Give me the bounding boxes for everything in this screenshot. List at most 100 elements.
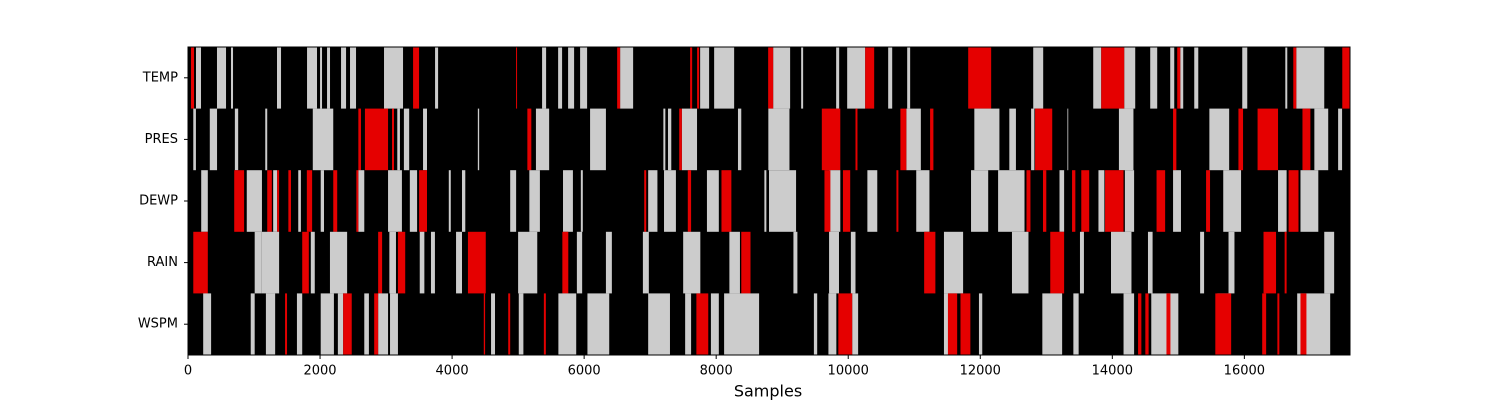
segment bbox=[510, 170, 517, 232]
segment bbox=[1257, 108, 1279, 171]
segment bbox=[389, 231, 396, 294]
segment bbox=[1031, 108, 1035, 171]
segment bbox=[1059, 170, 1065, 232]
segment bbox=[1067, 108, 1069, 171]
segment bbox=[230, 47, 234, 109]
segment bbox=[847, 47, 866, 109]
segment bbox=[971, 170, 989, 232]
x-tick-label: 10000 bbox=[828, 364, 869, 379]
segment bbox=[1215, 293, 1232, 355]
segment bbox=[477, 108, 480, 171]
segment bbox=[930, 108, 934, 171]
segment bbox=[1284, 231, 1287, 294]
segment bbox=[518, 231, 538, 294]
segment bbox=[568, 47, 575, 109]
segment bbox=[1011, 231, 1029, 294]
segment bbox=[1042, 170, 1047, 232]
segment bbox=[327, 47, 331, 109]
segment bbox=[1314, 108, 1329, 171]
segment bbox=[265, 293, 276, 355]
segment bbox=[343, 293, 352, 355]
segment bbox=[768, 47, 774, 109]
segment bbox=[364, 108, 389, 171]
segment bbox=[1293, 47, 1297, 109]
segment bbox=[685, 293, 692, 355]
segment bbox=[1238, 108, 1244, 171]
row-label: RAIN bbox=[147, 255, 178, 270]
segment bbox=[1124, 170, 1135, 232]
segment bbox=[529, 170, 540, 232]
segment bbox=[483, 293, 486, 355]
segment bbox=[1242, 47, 1248, 109]
segment bbox=[203, 293, 212, 355]
segment bbox=[828, 293, 837, 355]
segment bbox=[617, 47, 621, 109]
segment bbox=[679, 108, 682, 171]
segment bbox=[409, 170, 418, 232]
segment bbox=[1123, 293, 1135, 355]
segment bbox=[943, 231, 964, 294]
segment bbox=[1302, 108, 1311, 171]
segment bbox=[234, 170, 245, 232]
segment bbox=[1285, 47, 1288, 109]
segment bbox=[296, 293, 303, 355]
row-label: DEWP bbox=[139, 194, 178, 209]
segment bbox=[907, 47, 911, 109]
segment bbox=[1035, 108, 1053, 171]
segment bbox=[397, 231, 406, 294]
segment bbox=[648, 293, 670, 355]
segment bbox=[261, 231, 280, 294]
segment bbox=[288, 170, 291, 232]
segment bbox=[1110, 231, 1132, 294]
segment bbox=[302, 231, 309, 294]
segment bbox=[356, 170, 359, 232]
segment bbox=[350, 47, 357, 109]
segment bbox=[384, 47, 404, 109]
segment bbox=[721, 170, 732, 232]
segment bbox=[491, 293, 496, 355]
x-tick-label: 12000 bbox=[960, 364, 1001, 379]
segment bbox=[576, 231, 583, 294]
segment bbox=[924, 231, 936, 294]
segment bbox=[306, 170, 313, 232]
segment bbox=[516, 47, 518, 109]
segment bbox=[916, 170, 930, 232]
segment bbox=[855, 108, 858, 171]
segment bbox=[1180, 47, 1184, 109]
segment bbox=[388, 170, 402, 232]
segment bbox=[1098, 170, 1105, 232]
segment bbox=[419, 231, 425, 294]
plot-frame bbox=[187, 46, 1351, 356]
segment bbox=[535, 108, 550, 171]
segment bbox=[850, 231, 856, 294]
segment bbox=[700, 47, 710, 109]
segment bbox=[1101, 47, 1125, 109]
segment bbox=[960, 293, 971, 355]
segment bbox=[1105, 170, 1124, 232]
segment bbox=[842, 170, 851, 232]
segment bbox=[974, 108, 1000, 171]
segment bbox=[1288, 170, 1299, 232]
segment bbox=[403, 108, 410, 171]
segment bbox=[1194, 47, 1199, 109]
segment bbox=[413, 47, 420, 109]
segment bbox=[542, 47, 547, 109]
segment bbox=[829, 170, 841, 232]
segment bbox=[563, 170, 573, 232]
segment bbox=[195, 47, 202, 109]
segment bbox=[358, 108, 361, 171]
segment bbox=[1300, 293, 1307, 355]
segment bbox=[664, 170, 676, 232]
x-tick-label: 6000 bbox=[568, 364, 601, 379]
segment bbox=[888, 47, 893, 109]
segment bbox=[681, 108, 698, 171]
segment bbox=[1200, 231, 1205, 294]
segment bbox=[1263, 231, 1277, 294]
segment bbox=[947, 293, 958, 355]
segment bbox=[423, 108, 428, 171]
segment bbox=[508, 293, 511, 355]
segment bbox=[690, 47, 693, 109]
segment bbox=[697, 47, 700, 109]
segment bbox=[1278, 170, 1287, 232]
